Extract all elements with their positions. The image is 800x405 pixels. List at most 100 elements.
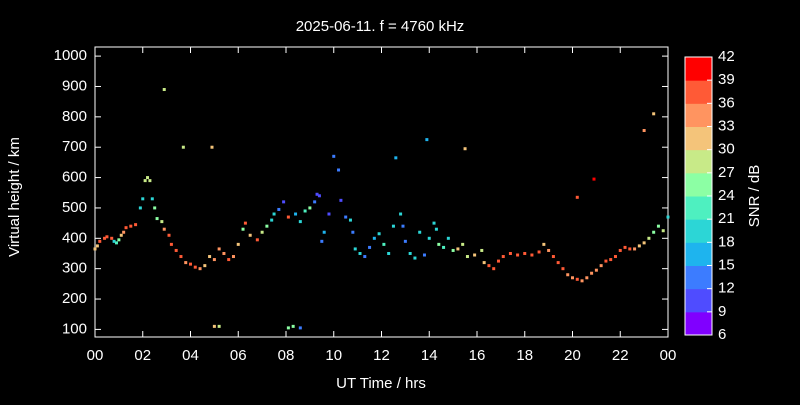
point <box>623 245 627 249</box>
colorbar-band <box>685 196 712 220</box>
point <box>146 176 150 180</box>
point <box>103 236 107 240</box>
x-tick-label: 18 <box>516 347 533 364</box>
point <box>184 261 188 265</box>
point <box>351 230 355 234</box>
point <box>320 239 324 243</box>
point <box>339 198 343 202</box>
point <box>382 242 386 246</box>
point <box>167 233 171 237</box>
point <box>432 221 436 225</box>
point <box>93 247 97 251</box>
point <box>150 197 154 201</box>
colorbar-tick-label: 15 <box>718 256 735 273</box>
point <box>463 147 467 151</box>
point <box>442 245 446 249</box>
point <box>124 226 128 230</box>
point <box>482 261 486 265</box>
point <box>508 251 512 255</box>
x-tick-label: 12 <box>373 347 390 364</box>
point <box>298 326 302 330</box>
colorbar-tick-label: 6 <box>718 326 726 343</box>
point <box>248 233 252 237</box>
point <box>372 236 376 240</box>
point <box>394 156 398 160</box>
point <box>112 239 116 243</box>
x-tick-label: 06 <box>230 347 247 364</box>
point <box>401 224 405 228</box>
colorbar-tick-label: 42 <box>718 48 735 65</box>
point <box>547 248 551 252</box>
point <box>599 264 603 268</box>
point <box>332 154 336 158</box>
y-tick-label: 700 <box>62 138 87 155</box>
point <box>604 259 608 263</box>
colorbar-band <box>685 172 712 197</box>
point <box>315 192 319 196</box>
colorbar-tick-label: 39 <box>718 71 735 88</box>
x-tick-label: 08 <box>278 347 295 364</box>
point <box>418 230 422 234</box>
colorbar-band <box>685 242 712 266</box>
point <box>594 268 598 272</box>
point <box>571 276 574 280</box>
point <box>148 179 152 183</box>
point <box>298 220 302 224</box>
point <box>203 264 207 268</box>
colorbar-label: SNR / dB <box>746 165 763 228</box>
colorbar-band <box>685 288 712 313</box>
point <box>129 224 133 228</box>
x-tick-label: 22 <box>612 347 629 364</box>
point <box>243 221 247 225</box>
point <box>368 245 372 249</box>
x-tick-label: 20 <box>564 347 581 364</box>
point <box>656 224 660 228</box>
point <box>561 267 565 271</box>
point <box>358 251 362 255</box>
point <box>294 212 298 216</box>
point <box>181 145 185 149</box>
point <box>179 255 183 259</box>
point <box>590 271 594 275</box>
point <box>270 218 274 222</box>
point <box>387 251 391 255</box>
colorbar-tick-label: 27 <box>718 164 735 181</box>
point <box>451 248 455 252</box>
y-tick-label: 1000 <box>54 47 87 64</box>
point <box>487 264 491 268</box>
point <box>556 261 560 265</box>
point <box>105 235 109 239</box>
point <box>613 255 617 259</box>
point <box>122 230 126 234</box>
x-tick-label: 16 <box>469 347 486 364</box>
point <box>337 168 341 172</box>
colorbar-band <box>685 265 712 290</box>
colorbar-tick-label: 12 <box>718 280 735 297</box>
point <box>282 200 286 204</box>
point <box>628 247 632 251</box>
point <box>652 112 656 116</box>
point <box>377 232 381 236</box>
colorbar-band <box>685 219 712 243</box>
point <box>169 242 173 246</box>
x-tick-label: 04 <box>182 347 199 364</box>
point <box>647 236 651 240</box>
point <box>141 197 145 201</box>
point <box>642 129 646 133</box>
colorbar-band <box>685 149 712 174</box>
point <box>189 262 192 266</box>
colorbar-band <box>685 57 712 81</box>
colorbar-band <box>685 80 712 104</box>
colorbar-tick-label: 36 <box>718 94 735 111</box>
point <box>286 215 290 219</box>
point <box>277 207 281 211</box>
colorbar-tick-label: 18 <box>718 233 735 250</box>
point <box>642 241 646 245</box>
point <box>425 138 429 142</box>
point <box>212 258 216 262</box>
x-tick-label: 00 <box>660 347 677 364</box>
point <box>174 248 178 252</box>
point <box>473 253 477 257</box>
